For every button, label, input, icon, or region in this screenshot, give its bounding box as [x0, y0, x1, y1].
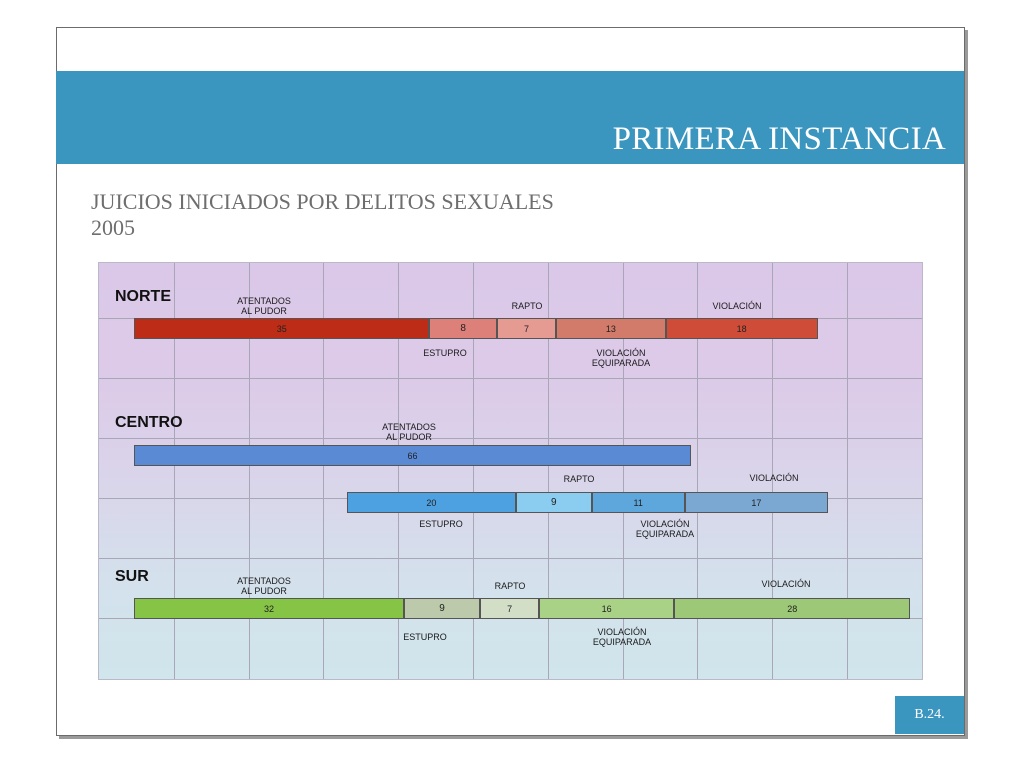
data-label: 32	[264, 603, 275, 614]
data-label: 9	[439, 603, 445, 614]
bar-segment: 20	[347, 492, 516, 513]
grid-line-vertical	[398, 263, 400, 679]
grid-line-vertical	[847, 263, 848, 679]
bar-segment: 18	[665, 318, 818, 339]
bar-segment: 66	[134, 445, 692, 466]
grid-line-horizontal	[99, 378, 922, 379]
category-label-rapto: RAPTO	[563, 474, 595, 484]
chart-subtitle: JUICIOS INICIADOS POR DELITOS SEXUALES 2…	[91, 189, 554, 241]
grid-line-vertical	[547, 263, 549, 679]
region-name: NORTE	[115, 288, 171, 305]
data-label: 9	[550, 497, 557, 508]
bar-segment: 17	[684, 492, 829, 513]
data-label: 8	[460, 323, 466, 334]
bar-segment: 28	[674, 598, 911, 619]
subtitle-line-2: 2005	[91, 215, 135, 240]
category-label-atentados: ATENTADOS AL PUDOR	[237, 576, 291, 596]
grid-line-vertical	[173, 263, 175, 679]
category-label-equiparada: VIOLACIÓN EQUIPARADA	[635, 519, 695, 539]
data-label: 18	[736, 323, 747, 334]
bar-segment: 8	[429, 318, 497, 339]
grid-line-vertical	[323, 263, 325, 679]
data-label: 13	[605, 323, 616, 334]
grid-line-vertical	[772, 263, 774, 679]
bar-segment: 7	[480, 598, 540, 619]
data-label: 66	[407, 450, 418, 461]
grid-line-vertical	[473, 263, 474, 679]
category-label-violacion: VIOLACIÓN	[761, 579, 811, 589]
category-label-atentados: ATENTADOS AL PUDOR	[237, 296, 291, 316]
grid-line-vertical	[248, 263, 250, 679]
data-label: 17	[751, 497, 762, 508]
data-label: 35	[276, 323, 287, 334]
category-label-rapto: RAPTO	[494, 581, 526, 591]
category-label-estupro: ESTUPRO	[403, 632, 447, 642]
category-label-violacion: VIOLACIÓN	[712, 301, 762, 311]
data-label: 16	[601, 603, 612, 614]
grid-line-vertical	[697, 263, 699, 679]
page-title: PRIMERA INSTANCIA	[612, 121, 946, 157]
category-label-rapto: RAPTO	[511, 301, 543, 311]
data-label: 7	[523, 323, 529, 334]
data-label: 28	[787, 603, 798, 614]
grid-line-horizontal	[99, 558, 922, 559]
header-banner: PRIMERA INSTANCIA	[56, 71, 964, 164]
bar-segment: 9	[404, 598, 481, 619]
page-number-badge: B.24.	[895, 696, 964, 734]
category-label-estupro: ESTUPRO	[419, 519, 463, 529]
category-label-estupro: ESTUPRO	[423, 348, 467, 358]
category-label-equiparada: VIOLACIÓN EQUIPARADA	[592, 627, 652, 647]
bar-segment: 7	[496, 318, 556, 339]
bar-segment: 11	[591, 492, 685, 513]
bar-segment: 32	[134, 598, 405, 619]
data-label: 7	[507, 603, 513, 614]
bar-segment: 16	[539, 598, 675, 619]
stacked-bar-chart: NORTE ATENTADOS AL PUDOR RAPTO VIOLACIÓN EST…	[98, 262, 923, 680]
grid-line-horizontal	[99, 438, 922, 439]
bar-segment: 9	[515, 492, 592, 513]
region-name: SUR	[115, 568, 149, 585]
category-label-atentados: ATENTADOS AL PUDOR	[382, 422, 436, 442]
subtitle-line-1: JUICIOS INICIADOS POR DELITOS SEXUALES	[91, 189, 554, 214]
bar-segment: 35	[134, 318, 430, 339]
bar-segment: 13	[556, 318, 666, 339]
category-label-violacion: VIOLACIÓN	[749, 473, 799, 483]
region-name: CENTRO	[115, 414, 183, 431]
data-label: 11	[633, 497, 643, 508]
data-label: 20	[426, 497, 437, 508]
category-label-equiparada: VIOLACIÓN EQUIPARADA	[591, 348, 651, 368]
grid-line-vertical	[622, 263, 624, 679]
